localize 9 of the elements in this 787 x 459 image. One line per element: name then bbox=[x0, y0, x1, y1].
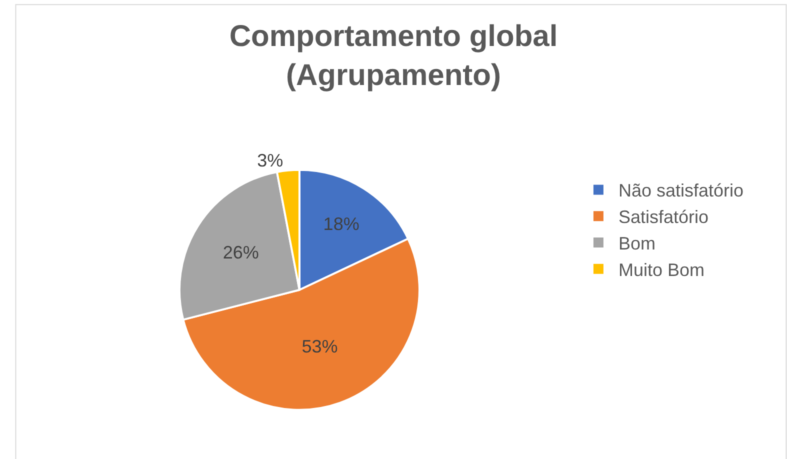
data-label: 26% bbox=[222, 242, 259, 263]
data-label: 3% bbox=[257, 150, 284, 170]
data-label: 53% bbox=[302, 336, 338, 356]
data-label: 18% bbox=[323, 214, 360, 234]
chart-title: Comportamento global (Agrupamento) bbox=[229, 20, 558, 92]
legend-label: Muito Bom bbox=[618, 260, 704, 280]
legend-label: Bom bbox=[618, 234, 656, 254]
legend-label: Satisfatório bbox=[618, 207, 708, 228]
legend-label: Não satisfatório bbox=[618, 180, 744, 201]
